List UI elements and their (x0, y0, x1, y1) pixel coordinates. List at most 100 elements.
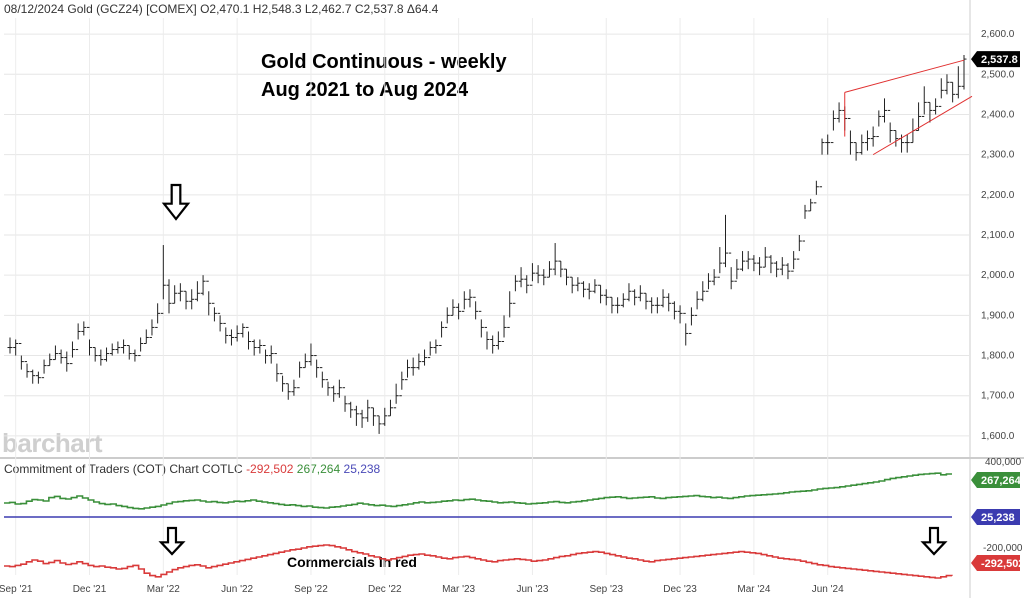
price-bar (933, 98, 939, 115)
price-bar (456, 303, 462, 320)
price-bar (35, 371, 41, 384)
price-bar (870, 126, 876, 147)
price-bar (234, 325, 240, 342)
commercials-line (4, 544, 953, 579)
price-bar (785, 263, 791, 280)
price-bar (433, 339, 439, 354)
price-bar (632, 289, 638, 306)
price-bar (813, 180, 819, 204)
price-bar (52, 345, 58, 361)
price-bar (478, 310, 484, 338)
price-bar (490, 335, 496, 354)
price-bar (370, 407, 376, 426)
price-bar (671, 301, 677, 320)
price-bar (569, 276, 575, 294)
symbol-header: 08/12/2024 Gold (GCZ24) [COMEX] O2,470.1… (4, 2, 439, 16)
price-bar (512, 275, 518, 304)
price-bar (728, 252, 734, 290)
price-bar (808, 198, 814, 212)
arrow-down-icon (161, 183, 191, 221)
price-bar (904, 134, 910, 153)
price-bar (342, 387, 348, 412)
price-bar (796, 235, 802, 260)
y-tick-label: 2,000.0 (981, 270, 1015, 281)
cot-y-tick: -200,000 (983, 543, 1023, 554)
price-bar (518, 267, 524, 288)
price-bar (541, 269, 547, 286)
price-bar (331, 385, 337, 402)
price-bar (586, 283, 592, 300)
price-bar (302, 353, 308, 369)
price-bar (336, 379, 342, 398)
cot-header: Commitment of Traders (COT) Chart COTLC … (4, 462, 380, 476)
price-bar (853, 142, 859, 161)
x-tick-label: Mar '22 (147, 584, 180, 595)
price-bar (916, 102, 922, 132)
price-bar (132, 349, 138, 362)
price-bar (961, 54, 967, 90)
y-tick-label: 1,900.0 (981, 310, 1015, 321)
price-bar (694, 291, 700, 316)
x-tick-label: Sep '21 (0, 584, 33, 595)
last-price-badge-text: 2,537.8 (981, 54, 1018, 66)
price-bar (524, 275, 530, 294)
price-bar (552, 243, 558, 276)
price-bar (143, 329, 149, 344)
price-bar (348, 401, 354, 418)
price-bar (950, 81, 956, 103)
price-bar (762, 247, 768, 268)
price-bar (751, 255, 757, 272)
price-bar (864, 130, 870, 151)
price-bar (189, 289, 195, 310)
price-bar (921, 86, 927, 117)
price-bar (405, 359, 410, 381)
price-bars (7, 54, 967, 434)
small-spec-badge-bg (971, 509, 1020, 525)
price-bar (314, 355, 320, 378)
price-bar (217, 312, 223, 332)
trendline-lower (872, 95, 973, 156)
x-tick-label: Dec '22 (368, 584, 402, 595)
y-tick-label: 1,700.0 (981, 391, 1015, 402)
price-bar (626, 283, 632, 302)
small-spec-badge-text: 25,238 (981, 512, 1015, 524)
large-spec-badge: 267,264 (971, 472, 1022, 488)
price-bar (87, 326, 92, 356)
price-bar (393, 383, 399, 409)
price-bar (365, 399, 371, 422)
arrow-annotations (158, 183, 948, 556)
price-bar (115, 341, 121, 354)
price-bar (791, 251, 797, 272)
price-bar (75, 323, 81, 351)
price-bar (711, 269, 717, 286)
cot-y-tick-top: 400,000 (985, 457, 1022, 468)
large-spec-badge-bg (971, 472, 1020, 488)
price-bar (876, 110, 882, 138)
price-bar (58, 349, 64, 364)
y-tick-label: 2,500.0 (981, 69, 1015, 80)
price-bar (444, 307, 450, 328)
last-price-badge: 2,537.8 (971, 51, 1020, 68)
y-tick-label: 2,200.0 (981, 190, 1015, 201)
price-bar (768, 255, 774, 274)
price-bar (121, 339, 127, 354)
price-bar (581, 281, 587, 298)
price-bar (138, 337, 144, 357)
price-bar (887, 109, 893, 143)
price-bar (382, 407, 388, 426)
x-tick-label: Dec '21 (73, 584, 107, 595)
commercials-badge-bg (971, 555, 1020, 571)
price-bar (507, 291, 513, 328)
x-tick-label: Jun '23 (516, 584, 548, 595)
price-bar (779, 257, 785, 276)
price-bar (558, 260, 564, 278)
price-bar (467, 289, 473, 308)
price-bar (802, 204, 808, 242)
price-bar (285, 383, 291, 400)
price-bar (535, 265, 541, 284)
price-bar (688, 307, 694, 334)
price-bar (564, 268, 569, 286)
price-bar (268, 345, 274, 364)
y-tick-label: 1,600.0 (981, 431, 1015, 442)
